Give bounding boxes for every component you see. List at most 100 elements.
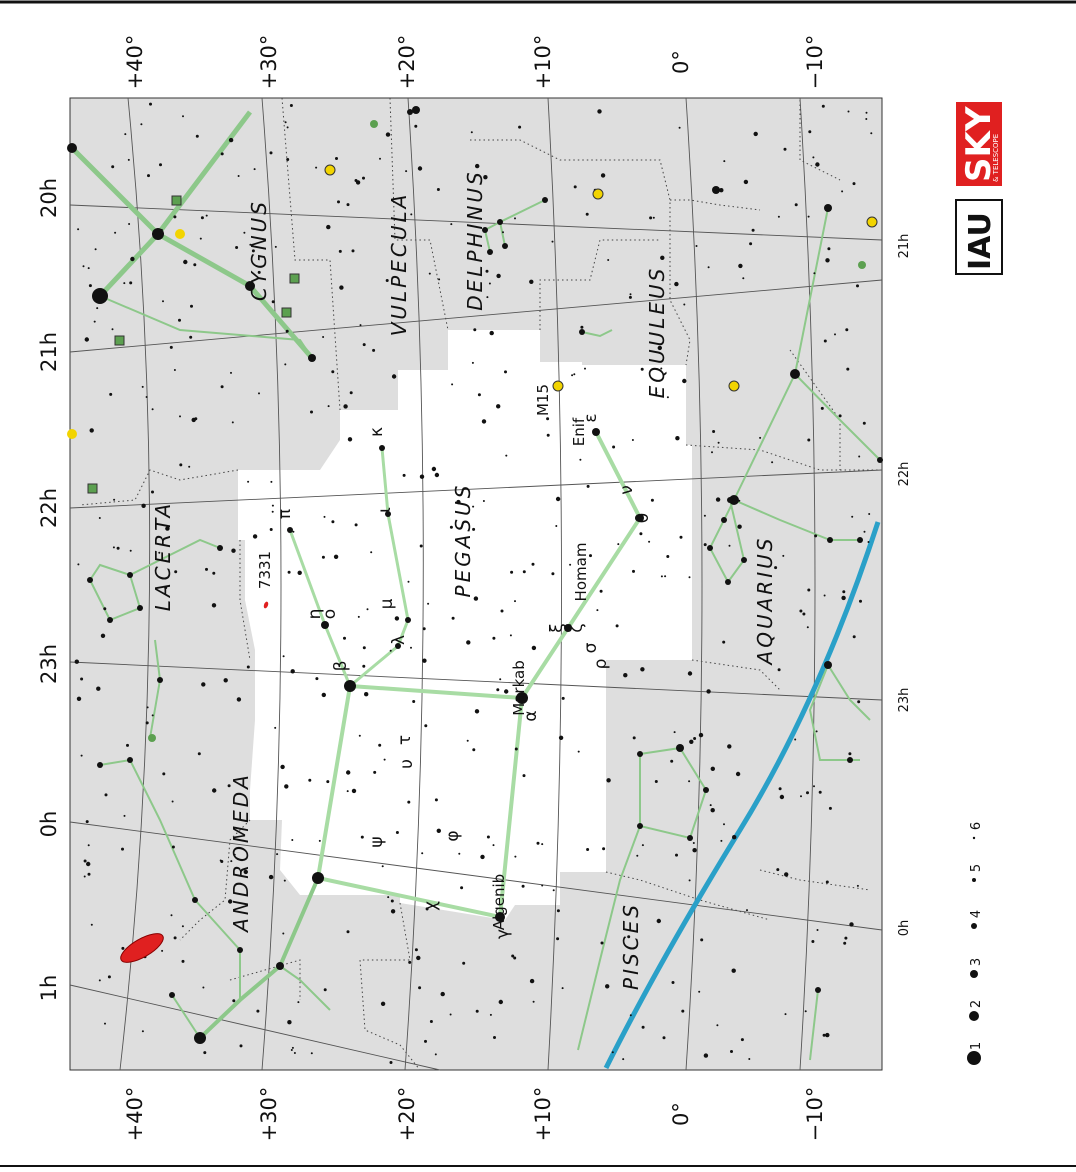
star-mark	[269, 151, 273, 155]
declination-label: +10°	[531, 35, 555, 90]
star-mark	[509, 634, 512, 637]
star-mark	[359, 324, 362, 327]
star-mark	[628, 295, 632, 299]
star-mark	[662, 1036, 666, 1040]
star-mark	[449, 525, 453, 529]
greek-letter-label: α	[521, 710, 541, 721]
star-mark	[92, 288, 108, 304]
star-mark	[111, 165, 115, 169]
star-mark	[228, 137, 234, 143]
star-mark	[639, 532, 643, 536]
star-mark	[823, 594, 826, 597]
ra-label: 21h	[897, 234, 912, 259]
star-mark	[698, 990, 701, 993]
star-mark	[489, 1013, 492, 1016]
star-mark	[551, 572, 555, 576]
map-area: CYGNUS VULPECULA DELPHINUS EQUULEUS LACERTA P…	[67, 97, 883, 1071]
star-mark	[493, 1036, 496, 1039]
star-mark	[199, 237, 202, 240]
constellation-name: VULPECULA	[387, 192, 411, 337]
star-mark	[87, 267, 90, 270]
star-mark	[113, 498, 116, 501]
star-mark	[220, 152, 224, 156]
star-mark	[629, 293, 632, 296]
star-mark	[541, 884, 544, 887]
star-mark	[169, 992, 175, 998]
star-mark	[87, 872, 91, 876]
star-mark	[80, 754, 83, 757]
star-mark	[228, 899, 233, 904]
star-mark	[362, 646, 366, 650]
star-mark	[230, 860, 233, 863]
star-mark	[496, 404, 501, 409]
star-name-label: Enif	[570, 417, 588, 446]
star-mark	[200, 216, 204, 220]
star-mark	[141, 1030, 144, 1033]
star-mark	[434, 798, 438, 802]
star-mark	[502, 231, 504, 234]
greek-letter-label: ρ	[591, 659, 611, 670]
ra-label: 23h	[897, 688, 912, 713]
star-mark	[492, 844, 495, 847]
greek-letter-label: υ	[397, 759, 417, 769]
star-mark	[480, 854, 485, 860]
star-mark	[629, 1014, 632, 1017]
magnitude-dot	[967, 1051, 981, 1065]
star-mark	[194, 417, 198, 421]
star-mark	[286, 158, 290, 161]
star-mark	[80, 677, 84, 681]
star-mark	[692, 848, 697, 853]
star-mark	[558, 735, 564, 740]
star-mark	[424, 724, 428, 728]
star-mark	[126, 743, 129, 747]
star-mark	[649, 216, 653, 220]
star-mark	[492, 636, 496, 640]
greek-letter-label: θ	[633, 513, 653, 523]
star-mark	[239, 1044, 243, 1048]
star-mark	[474, 709, 480, 714]
star-mark	[189, 335, 193, 339]
greek-letter-label: χ	[421, 901, 441, 911]
star-mark	[237, 947, 243, 953]
magnitude-dot	[971, 923, 977, 929]
star-mark	[800, 795, 802, 798]
star-mark	[666, 396, 669, 399]
star-mark	[235, 246, 239, 249]
star-mark	[90, 923, 93, 926]
constellation-name: ANDROMEDA	[229, 772, 253, 934]
star-mark	[743, 179, 749, 185]
star-mark	[723, 160, 726, 163]
star-mark	[257, 270, 261, 274]
star-mark	[346, 203, 350, 207]
star-mark	[641, 844, 644, 847]
declination-label: −10°	[803, 1087, 827, 1142]
star-mark	[322, 336, 325, 338]
constellation-name: DELPHINUS	[463, 169, 487, 310]
star-mark	[827, 537, 833, 543]
star-mark	[173, 936, 177, 940]
star-mark	[412, 106, 420, 114]
star-mark	[823, 339, 827, 343]
star-mark	[856, 284, 859, 288]
star-mark	[664, 575, 667, 578]
star-mark	[602, 847, 606, 851]
star-mark	[802, 612, 806, 616]
star-mark	[77, 228, 80, 231]
star-mark	[428, 272, 431, 275]
star-mark	[151, 490, 154, 494]
star-mark	[103, 607, 107, 611]
star-mark	[197, 752, 201, 756]
star-mark	[318, 839, 321, 842]
declination-label: +30°	[257, 1087, 281, 1142]
star-mark	[331, 370, 335, 374]
star-mark	[605, 984, 610, 989]
constellation-name: CYGNUS	[247, 199, 271, 301]
star-mark	[597, 109, 602, 114]
magnitude-dot	[972, 878, 976, 882]
star-mark	[274, 726, 277, 729]
star-mark	[518, 125, 522, 129]
star-mark	[496, 273, 501, 279]
star-mark	[471, 361, 474, 364]
star-mark	[129, 281, 133, 285]
declination-label: +20°	[395, 35, 419, 90]
